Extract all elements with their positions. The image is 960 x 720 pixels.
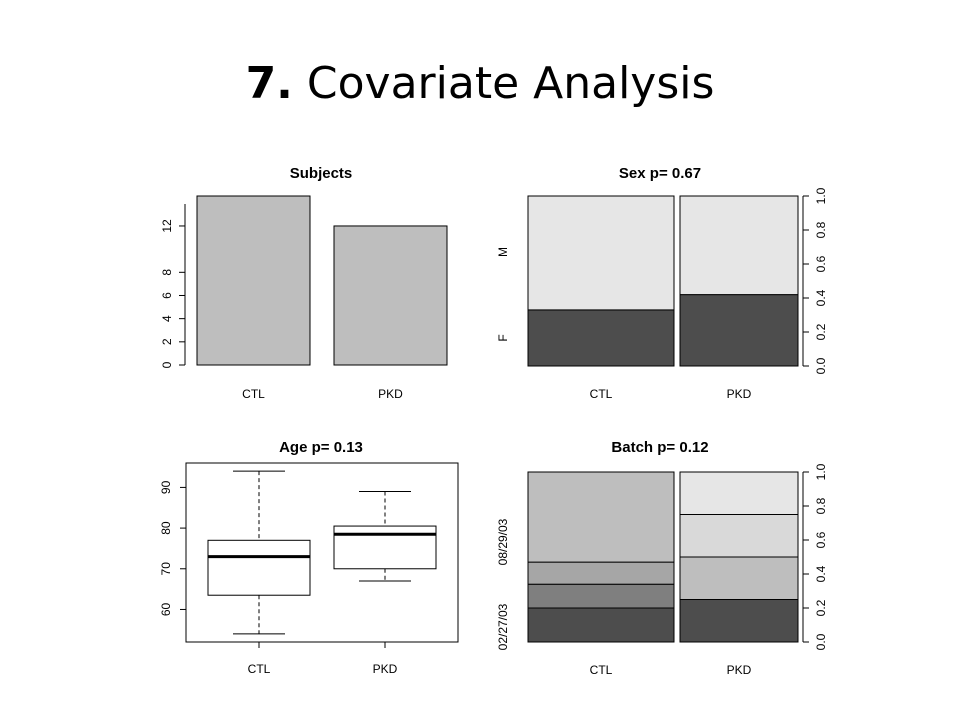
sex-cell-ctl-1 [527,195,675,311]
age-ytick-label: 80 [159,521,173,535]
sex-level-label: F [496,334,510,341]
subjects-xtick-pkd: PKD [378,387,403,401]
subjects-title: Subjects [290,165,353,182]
batch-cell-pkd-5 [679,471,799,515]
sex-right-tick-label: 1.0 [814,187,828,204]
sex-level-label: M [496,247,510,257]
batch-level-label: 08/29/03 [496,518,510,565]
batch-cell-pkd-3 [679,556,799,600]
sex-right-tick-label: 0.2 [814,323,828,340]
subjects-ytick-label: 12 [160,219,174,233]
slide-title-number: 7. [245,58,293,109]
subjects-ytick-label: 6 [160,292,174,299]
batch-right-tick-label: 0.0 [814,633,828,650]
sex-cell-pkd-0 [679,294,799,367]
batch-right-tick-label: 0.4 [814,565,828,582]
sex-cell-pkd-1 [679,195,799,296]
age-xtick-ctl: CTL [248,662,271,676]
batch-cell-ctl-3 [527,471,675,563]
batch-cell-ctl-2 [527,561,675,585]
age-plot-frame [185,462,459,643]
sex-right-tick-label: 0.4 [814,289,828,306]
subjects-ytick-label: 8 [160,269,174,276]
sex-xtick-ctl: CTL [590,387,613,401]
batch-right-tick-label: 0.2 [814,599,828,616]
sex-right-tick-label: 0.6 [814,255,828,272]
batch-cell-ctl-1 [527,583,675,609]
sex-xtick-pkd: PKD [727,387,752,401]
batch-right-tick-label: 0.6 [814,531,828,548]
batch-xtick-pkd: PKD [727,663,752,677]
age-ytick-label: 60 [159,602,173,616]
slide-title-text: Covariate Analysis [306,58,715,109]
age-box-ctl [207,539,311,596]
sex-cell-ctl-0 [527,309,675,367]
age-xtick-pkd: PKD [373,662,398,676]
batch-xtick-ctl: CTL [590,663,613,677]
batch-level-label: 02/27/03 [496,603,510,650]
age-box-pkd [333,525,437,570]
subjects-xtick-ctl: CTL [242,387,265,401]
batch-right-tick-label: 0.8 [814,497,828,514]
subjects-bar-ctl [196,195,311,366]
batch-cell-pkd-0 [679,599,799,643]
slide-title: 7. Covariate Analysis [0,58,960,111]
batch-right-tick-label: 1.0 [814,463,828,480]
subjects-ytick-label: 2 [160,338,174,345]
subjects-ytick-label: 4 [160,315,174,322]
age-title: Age p= 0.13 [279,439,363,456]
subjects-ytick-label: 0 [160,361,174,368]
age-ytick-label: 90 [159,480,173,494]
sex-right-tick-label: 0.0 [814,357,828,374]
batch-title: Batch p= 0.12 [611,439,708,456]
batch-cell-pkd-4 [679,514,799,558]
age-ytick-label: 70 [159,562,173,576]
subjects-bar-pkd [333,225,448,366]
sex-title: Sex p= 0.67 [619,165,701,182]
batch-cell-ctl-0 [527,607,675,643]
sex-right-tick-label: 0.8 [814,221,828,238]
